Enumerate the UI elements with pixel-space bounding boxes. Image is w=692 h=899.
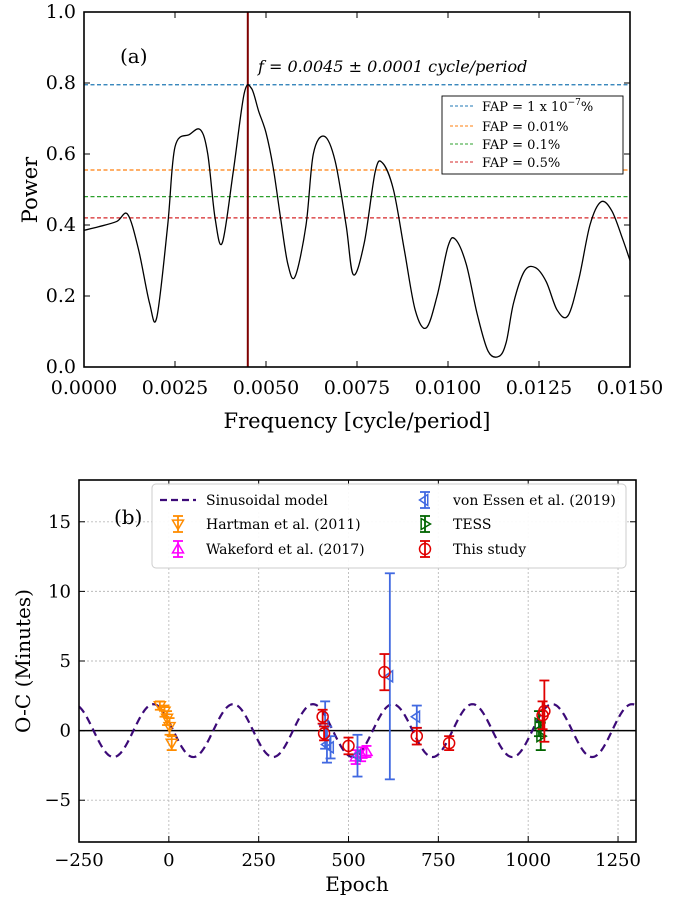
x-tick-label-a: 0.0075: [324, 377, 390, 399]
data-marker: [409, 709, 421, 724]
panel-label-b: (b): [114, 505, 142, 529]
data-marker: [420, 517, 432, 531]
data-marker: [534, 716, 546, 731]
oc-legend-box: [151, 483, 627, 569]
x-tick-label-a: 0.0125: [506, 377, 572, 399]
oc-legend: Sinusoidal model Hartman et al. (2011) W…: [151, 483, 627, 569]
oc-data-points: [153, 572, 551, 781]
data-marker: [359, 744, 374, 757]
fap-legend: FAP = 1 x 10−7% FAP = 0.01% FAP = 0.1% F…: [441, 95, 624, 175]
oc-legend-label: Wakeford et al. (2017): [206, 542, 365, 558]
x-tick-label-a: 0.0025: [142, 377, 208, 399]
oc-legend-label: Sinusoidal model: [206, 493, 328, 509]
axis-ticks-a: 0.0000 0.0025 0.0050 0.0075 0.0100 0.0125 0.01…: [46, 1, 663, 399]
data-marker: [418, 493, 429, 507]
x-tick-label-b: 750: [421, 850, 455, 871]
x-tick-label-b: 1250: [595, 850, 641, 871]
x-tick-label-b: 250: [241, 850, 275, 871]
y-tick-label-b: 0: [60, 721, 71, 742]
y-tick-label-a: 0.4: [46, 214, 76, 236]
data-marker: [538, 704, 551, 718]
y-tick-label-a: 1.0: [46, 1, 76, 23]
data-marker: [418, 542, 432, 556]
oc-legend-label: TESS: [453, 517, 492, 533]
y-tick-label-b: 15: [48, 512, 71, 533]
data-marker: [316, 710, 329, 723]
y-tick-label-a: 0.6: [46, 143, 76, 165]
data-marker: [442, 736, 456, 750]
data-marker: [342, 739, 355, 753]
data-marker: [171, 519, 185, 531]
x-axis-label-a: Frequency [cycle/period]: [224, 409, 491, 433]
data-marker: [378, 665, 391, 679]
data-marker: [164, 738, 179, 751]
fap-legend-label: FAP = 0.5%: [482, 156, 560, 171]
peak-annotation: f = 0.0045 ± 0.0001 cycle/period: [257, 57, 527, 76]
x-axis-label-b: Epoch: [325, 872, 389, 896]
fap-legend-box: [441, 95, 624, 175]
x-tick-label-b: 0: [163, 850, 174, 871]
y-tick-label-b: 5: [60, 651, 71, 672]
y-tick-label-b: −5: [44, 790, 71, 811]
y-tick-label-a: 0.0: [46, 356, 76, 378]
x-tick-label-b: 1000: [505, 850, 551, 871]
fap-legend-label: FAP = 1 x 10−7%: [482, 98, 593, 115]
power-curve: [84, 84, 630, 358]
oc-legend-label: Hartman et al. (2011): [206, 517, 361, 533]
x-tick-label-a: 0.0100: [415, 377, 481, 399]
data-marker: [162, 721, 177, 734]
data-marker: [382, 669, 394, 684]
data-marker: [323, 740, 335, 755]
x-tick-label-a: 0.0150: [597, 377, 663, 399]
panel-label-a: (a): [120, 44, 148, 68]
x-tick-label-b: 500: [331, 850, 365, 871]
y-axis-label-a: Power: [18, 156, 42, 223]
x-tick-label-a: 0.0050: [233, 377, 299, 399]
data-marker: [350, 748, 361, 763]
periodogram-panel: 0.0000 0.0025 0.0050 0.0075 0.0100 0.0125 0.01…: [18, 1, 663, 433]
oc-legend-label: This study: [453, 542, 526, 558]
y-tick-label-a: 0.2: [46, 285, 76, 307]
data-marker: [410, 729, 424, 743]
data-marker: [171, 542, 185, 554]
fap-legend-label: FAP = 0.1%: [482, 138, 560, 153]
oc-legend-label: von Essen et al. (2019): [452, 493, 616, 509]
y-tick-label-b: 10: [48, 581, 71, 602]
x-tick-label-b: −250: [54, 850, 103, 871]
y-axis-label-b: O-C (Minutes): [11, 589, 35, 733]
axis-ticks-b: −250 0 250 500 750 1000 1250 −5 0 5 10 15: [44, 480, 641, 871]
fap-legend-label: FAP = 0.01%: [482, 120, 568, 135]
data-marker: [536, 729, 548, 743]
x-tick-label-a: 0.0000: [51, 377, 117, 399]
legend-markers: [160, 491, 432, 558]
data-marker: [317, 727, 331, 740]
oc-diagram-panel: −250 0 250 500 750 1000 1250 −5 0 5 10 15 Epoch O-C…: [11, 479, 641, 896]
y-tick-label-a: 0.8: [46, 72, 76, 94]
